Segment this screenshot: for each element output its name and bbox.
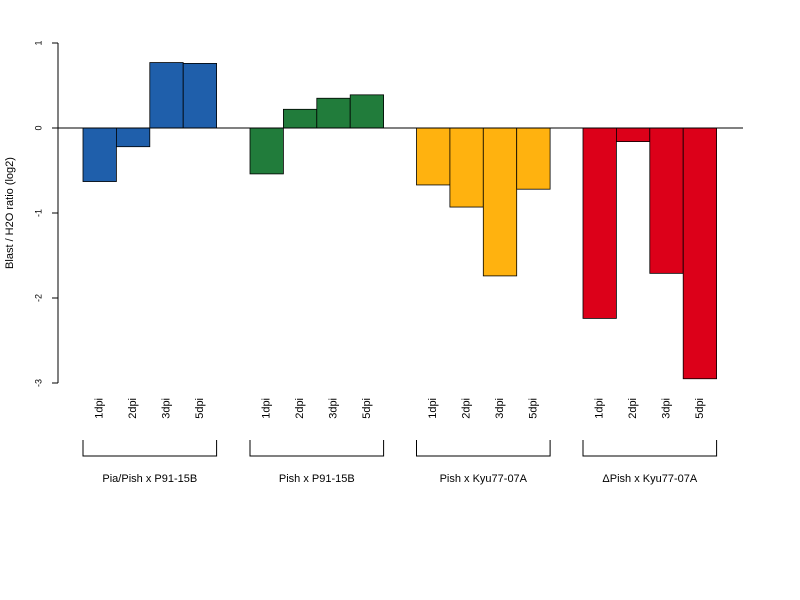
bar: [149, 62, 184, 129]
x-tick-label: 3dpi: [160, 398, 172, 419]
group-bracket: [249, 440, 385, 457]
x-tick-label: 3dpi: [327, 398, 339, 419]
bar: [82, 127, 117, 182]
bar: [516, 127, 551, 190]
bar: [182, 63, 217, 129]
bar: [249, 127, 284, 175]
x-tick-label: 5dpi: [361, 398, 373, 419]
y-tick-label: -3: [33, 379, 43, 387]
bar: [282, 108, 318, 129]
x-tick-label: 1dpi: [261, 398, 273, 419]
x-tick-label: 5dpi: [527, 398, 539, 419]
bars: [82, 62, 718, 380]
y-axis: 1 0 -1 -2 -3: [33, 40, 59, 387]
group-label: ΔPish x Kyu77-07A: [602, 473, 697, 485]
bar: [649, 127, 684, 274]
x-tick-label: 3dpi: [660, 398, 672, 419]
x-tick-label: 2dpi: [461, 398, 473, 419]
group-bracket: [416, 440, 551, 457]
y-tick-label: 1: [33, 40, 43, 45]
group-bracket: [582, 440, 718, 457]
x-tick-label: 5dpi: [194, 398, 206, 419]
bar: [482, 127, 518, 277]
bar: [316, 97, 351, 129]
group-bracket: [82, 440, 218, 457]
bar: [682, 127, 718, 380]
y-axis-label: Blast / H2O ratio (log2): [4, 157, 16, 269]
x-tick-label: 2dpi: [294, 398, 306, 419]
x-tick-label: 3dpi: [494, 398, 506, 419]
y-tick-label: -2: [33, 294, 43, 302]
group-label: Pish x P91-15B: [279, 473, 355, 485]
x-tick-label: 2dpi: [627, 398, 639, 419]
bar: [349, 94, 385, 129]
x-tick-label: 1dpi: [427, 398, 439, 419]
y-tick-label: -1: [33, 209, 43, 217]
group-label: Pish x Kyu77-07A: [440, 473, 528, 485]
x-tick-labels: 1dpi 2dpi 3dpi 5dpi 1dpi 2dpi 3dpi 5dpi 1dpi 2dpi…: [94, 398, 706, 419]
bar: [582, 127, 617, 319]
group-label: Pia/Pish x P91-15B: [102, 473, 197, 485]
x-tick-label: 1dpi: [594, 398, 606, 419]
bar: [416, 127, 451, 186]
bar: [449, 127, 484, 208]
group-brackets: Pia/Pish x P91-15B Pish x P91-15B Pish x K…: [82, 440, 718, 485]
y-tick-label: 0: [33, 125, 43, 130]
bar: [116, 127, 151, 148]
x-tick-label: 5dpi: [694, 398, 706, 419]
x-tick-label: 1dpi: [94, 398, 106, 419]
x-tick-label: 2dpi: [127, 398, 139, 419]
bar: [616, 127, 651, 142]
